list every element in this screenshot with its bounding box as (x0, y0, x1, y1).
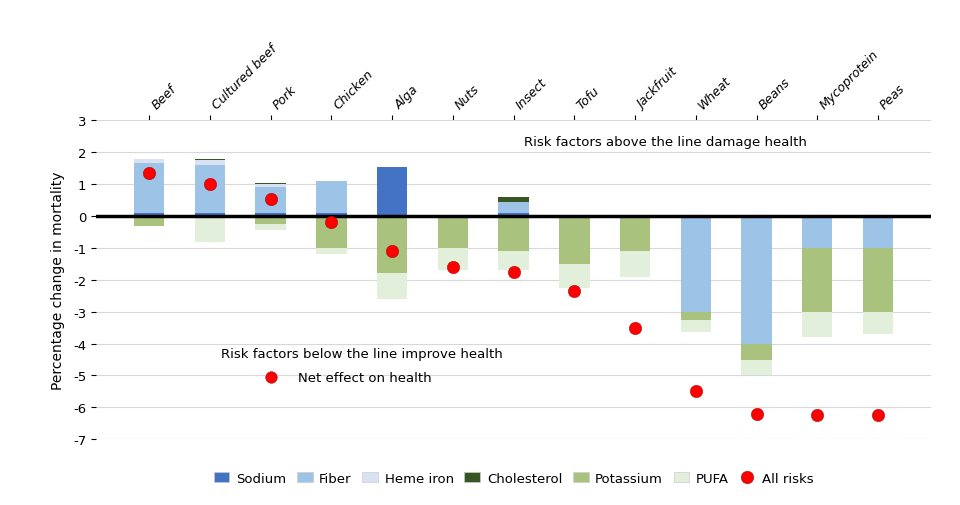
Bar (620, 251, 650, 277)
Bar (803, 248, 832, 312)
Bar (316, 214, 347, 217)
Bar (255, 225, 286, 231)
Bar (134, 217, 164, 226)
Text: Risk factors below the line improve health: Risk factors below the line improve heal… (221, 347, 503, 360)
Bar (559, 264, 589, 288)
Bar (498, 203, 529, 214)
Bar (377, 274, 407, 299)
Bar (134, 164, 164, 214)
Bar (377, 167, 407, 217)
Bar (620, 217, 650, 251)
Bar (438, 248, 468, 271)
Bar (681, 217, 711, 312)
Bar (134, 160, 164, 164)
Bar (438, 217, 468, 248)
Bar (134, 214, 164, 217)
Bar (255, 188, 286, 214)
Bar (803, 312, 832, 337)
Bar (498, 217, 529, 251)
Bar (195, 214, 225, 217)
Bar (863, 217, 893, 248)
Point (749, 410, 764, 418)
Bar (255, 214, 286, 217)
Point (628, 324, 643, 332)
Bar (741, 344, 772, 360)
Text: Net effect on health: Net effect on health (298, 371, 432, 384)
Bar (498, 251, 529, 271)
Bar (195, 166, 225, 214)
Bar (195, 161, 225, 166)
Point (445, 264, 461, 272)
Bar (377, 217, 407, 274)
Bar (559, 217, 589, 264)
Bar (316, 217, 347, 248)
Bar (195, 217, 225, 242)
Point (263, 373, 278, 381)
Bar (255, 185, 286, 188)
Bar (498, 197, 529, 203)
Y-axis label: Percentage change in mortality: Percentage change in mortality (51, 171, 64, 389)
Bar (863, 248, 893, 312)
Point (203, 181, 218, 189)
Legend: Sodium, Fiber, Heme iron, Cholesterol, Potassium, PUFA, All risks: Sodium, Fiber, Heme iron, Cholesterol, P… (208, 467, 819, 490)
Bar (863, 312, 893, 334)
Point (566, 287, 582, 295)
Bar (681, 320, 711, 333)
Bar (195, 160, 225, 161)
Point (263, 195, 278, 203)
Point (384, 247, 399, 256)
Bar (681, 312, 711, 320)
Point (324, 219, 339, 227)
Bar (316, 248, 347, 255)
Bar (741, 360, 772, 376)
Text: Risk factors above the line damage health: Risk factors above the line damage healt… (524, 135, 807, 148)
Point (809, 412, 825, 420)
Bar (255, 217, 286, 225)
Bar (498, 214, 529, 217)
Bar (741, 217, 772, 344)
Point (506, 268, 521, 276)
Bar (316, 182, 347, 214)
Bar (803, 217, 832, 248)
Point (141, 170, 156, 178)
Bar (255, 183, 286, 185)
Point (688, 387, 704, 395)
Point (871, 412, 886, 420)
